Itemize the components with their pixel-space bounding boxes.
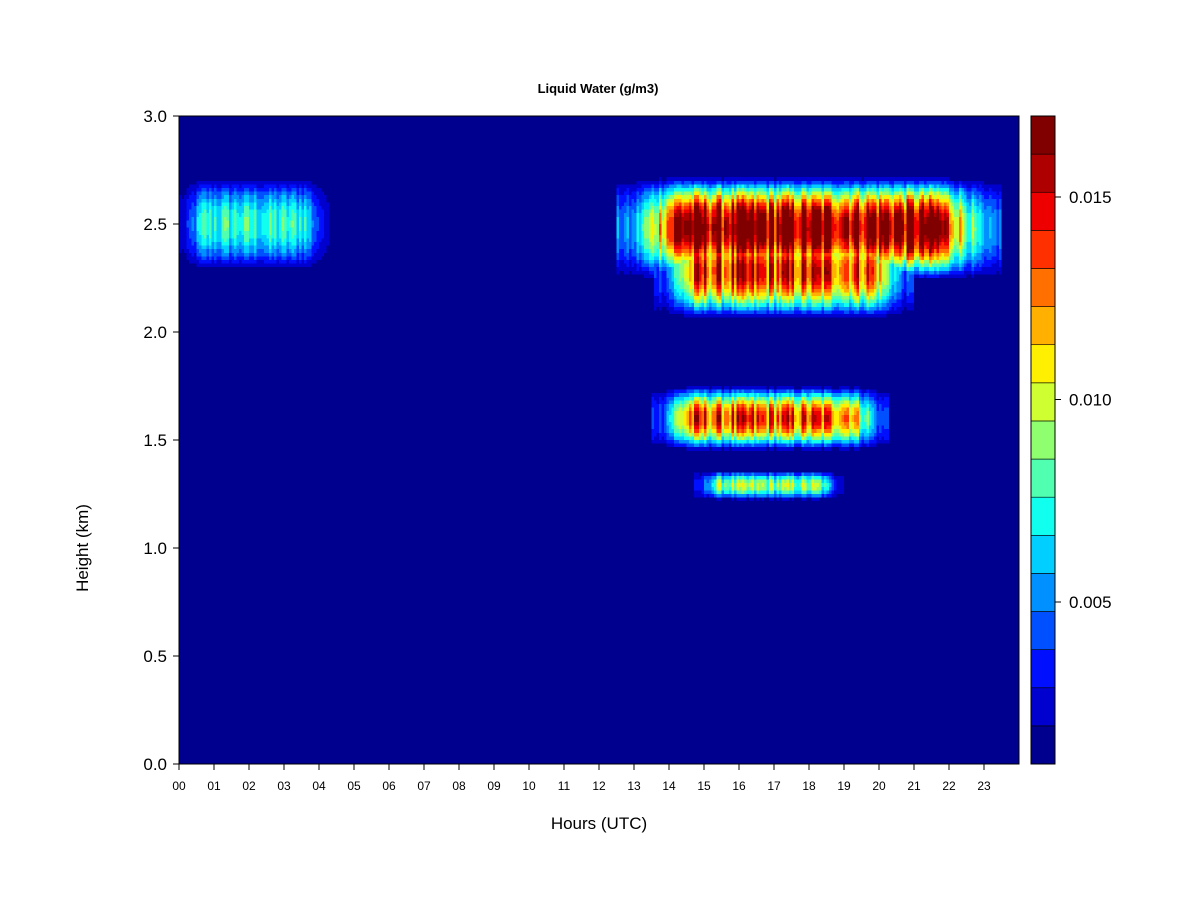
- colorbar-frame: [1030, 115, 1056, 765]
- colorbar-tick-label: 0.015: [1069, 188, 1112, 207]
- x-tick-label: 10: [522, 779, 536, 793]
- colorbar-segment: [1030, 687, 1056, 727]
- heatmap-image: [179, 116, 1019, 764]
- x-tick-label: 09: [487, 779, 501, 793]
- x-axis-label: Hours (UTC): [551, 814, 647, 833]
- x-tick-label: 06: [382, 779, 396, 793]
- colorbar-segment: [1030, 344, 1056, 384]
- x-tick-label: 20: [872, 779, 886, 793]
- x-tick-label: 04: [312, 779, 326, 793]
- x-tick-label: 16: [732, 779, 746, 793]
- colorbar-segment: [1030, 382, 1056, 422]
- colorbar-tick-label: 0.005: [1069, 593, 1112, 612]
- heatmap-layer: [179, 116, 1019, 764]
- y-tick-label: 1.5: [143, 431, 167, 450]
- colorbar-segment: [1030, 268, 1056, 307]
- colorbar-segment: [1030, 458, 1056, 498]
- colorbar-segment: [1030, 573, 1056, 612]
- chart-title: Liquid Water (g/m3): [538, 81, 659, 96]
- x-tick-label: 11: [558, 779, 571, 793]
- x-tick-label: 19: [837, 779, 851, 793]
- colorbar-segment: [1030, 191, 1056, 231]
- y-tick-label: 0.5: [143, 647, 167, 666]
- colorbar: 0.005 0.010 0.015: [1030, 115, 1112, 765]
- x-tick-label: 15: [697, 779, 711, 793]
- x-tick-label: 12: [592, 779, 606, 793]
- x-tick-label: 07: [417, 779, 431, 793]
- x-tick-label: 23: [977, 779, 991, 793]
- axes-layer: 0.0 0.5 1.0 1.5 2.0 2.5 3.0 00 01 02 03 04 05 06 07 08 0…: [143, 107, 1020, 793]
- y-tick-label: 0.0: [143, 755, 167, 774]
- colorbar-segment: [1030, 649, 1056, 689]
- colorbar-tick-label: 0.010: [1069, 391, 1112, 410]
- colorbar-segment: [1030, 534, 1056, 574]
- x-tick-label: 17: [767, 779, 781, 793]
- x-tick-label: 00: [172, 779, 186, 793]
- x-tick-label: 03: [277, 779, 291, 793]
- colorbar-segment: [1030, 496, 1056, 536]
- colorbar-segment: [1030, 611, 1056, 650]
- x-tick-label: 13: [627, 779, 641, 793]
- x-tick-label: 21: [907, 779, 921, 793]
- x-tick-label: 18: [802, 779, 816, 793]
- x-tick-label: 05: [347, 779, 361, 793]
- y-tick-label: 2.5: [143, 215, 167, 234]
- x-tick-label: 08: [452, 779, 466, 793]
- y-axis-label: Height (km): [73, 504, 92, 592]
- y-tick-label: 2.0: [143, 323, 167, 342]
- x-tick-label: 22: [942, 779, 956, 793]
- colorbar-segment: [1030, 725, 1056, 765]
- x-tick-label: 14: [662, 779, 676, 793]
- y-tick-label: 1.0: [143, 539, 167, 558]
- x-tick-label: 01: [207, 779, 221, 793]
- colorbar-segment: [1030, 306, 1056, 346]
- colorbar-segment: [1030, 153, 1056, 193]
- y-tick-label: 3.0: [143, 107, 167, 126]
- colorbar-segment: [1030, 230, 1056, 269]
- colorbar-segment: [1030, 115, 1056, 155]
- x-tick-label: 02: [242, 779, 256, 793]
- colorbar-segment: [1030, 420, 1056, 460]
